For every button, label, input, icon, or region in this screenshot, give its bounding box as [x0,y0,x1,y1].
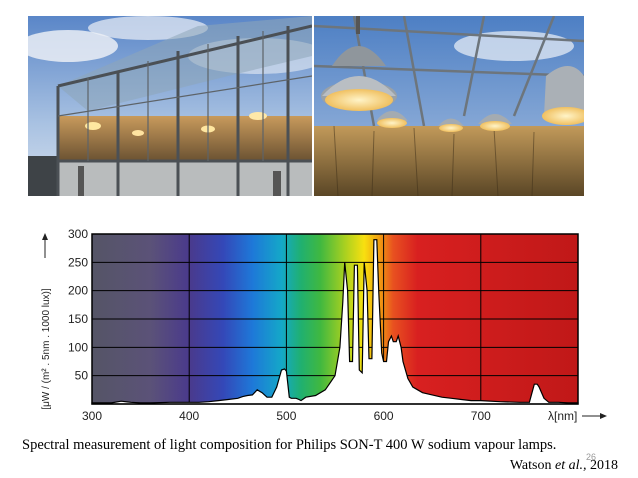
y-tick-label: 50 [75,369,89,383]
figure-caption: Spectral measurement of light compositio… [22,437,557,453]
x-tick-label: 400 [179,409,199,423]
x-axis-label: λ[nm] [548,409,577,423]
y-tick-label: 100 [68,340,88,354]
citation-author: Watson [509,458,552,473]
x-tick-label: 500 [276,409,296,423]
x-tick-label: 300 [82,409,102,423]
sodium-lamps-over-crop-photo [314,16,584,196]
x-tick-label: 700 [471,409,491,423]
y-tick-label: 300 [68,227,88,241]
citation-year: 2018 [590,458,618,473]
slide-number: 26 [586,452,597,462]
citation: Watson et al., 2018 [510,458,618,474]
x-axis: 300 400 500 600 700 [82,409,491,423]
y-axis-arrow [42,233,48,258]
citation-etal: et al., [555,458,587,473]
y-tick-label: 250 [68,255,88,269]
x-axis-arrow [582,413,607,419]
y-axis: 50 100 150 200 250 300 [68,227,88,383]
greenhouse-exterior-photo [28,16,312,196]
y-axis-label: [μW / (m² . 5nm . 1000 lux)] [41,288,52,410]
x-arrow-head [600,413,607,419]
y-tick-label: 150 [68,312,88,326]
y-tick-label: 200 [68,284,88,298]
y-arrow-head [42,233,48,240]
plot-frame [91,233,579,405]
spectral-power-area [91,239,579,405]
x-tick-label: 600 [374,409,394,423]
